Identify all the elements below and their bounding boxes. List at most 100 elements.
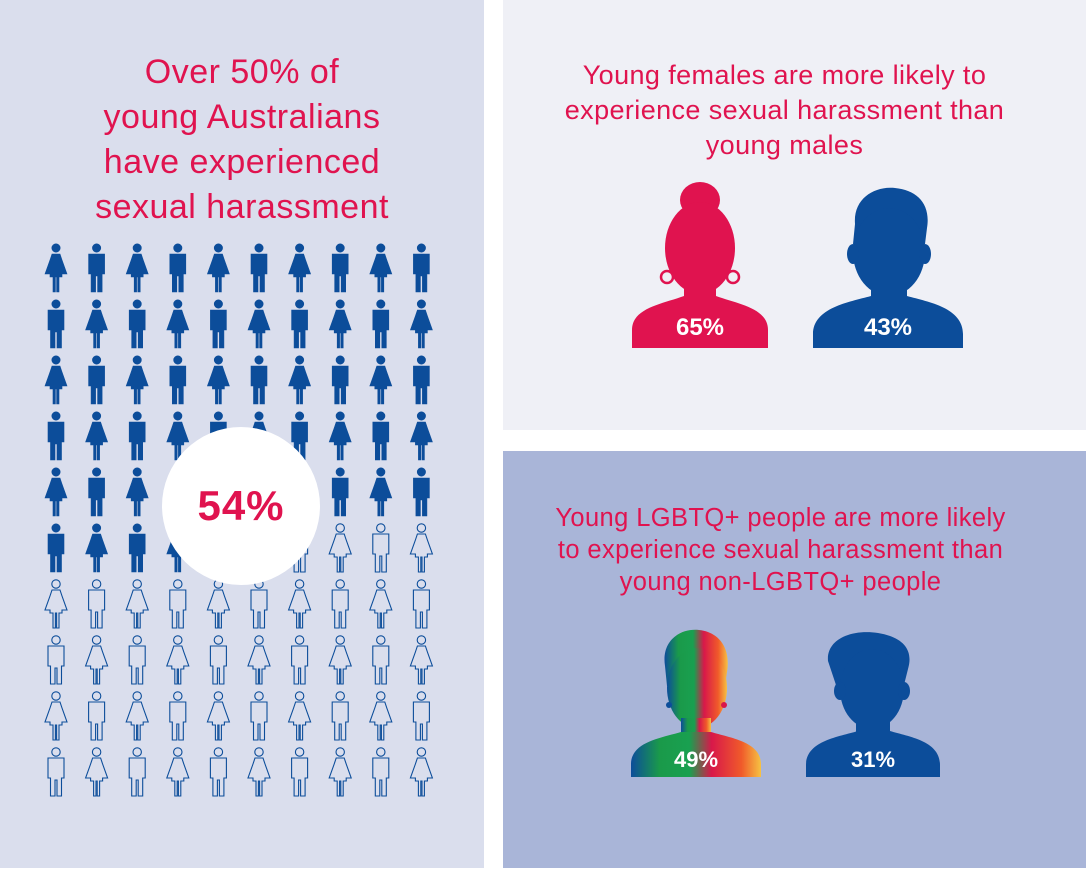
rainbow-silhouette-icon [631,629,761,777]
male-person-icon [47,747,65,797]
male-person-icon [331,467,349,517]
female-person-icon [328,299,352,349]
male-person-icon [413,355,430,405]
female-person-icon [44,691,68,741]
stat-circle: 54% [162,427,320,585]
female-percentage: 65% [675,314,725,341]
male-person-icon [412,691,430,741]
female-person-icon [166,299,190,349]
male-person-icon [331,579,349,629]
female-person-icon [288,243,312,293]
male-person-icon [331,243,349,293]
male-person-icon [47,523,65,573]
male-person-icon [128,523,146,573]
male-person-icon [209,635,227,685]
headline-line: to experience sexual harassment than [557,536,1004,564]
female-person-icon [369,355,393,405]
female-person-icon [247,747,271,797]
female-person-icon [369,579,393,629]
female-person-icon [328,523,352,573]
female-person-icon [287,691,312,741]
male-person-icon [372,523,390,573]
female-person-icon [206,243,230,293]
female-person-icon [328,635,352,685]
male-person-icon [250,355,268,405]
male-silhouette-icon [806,632,940,777]
headline-line: Young LGBTQ+ people are more likely [555,504,1006,532]
male-person-icon [372,411,390,461]
male-person-icon [372,747,390,797]
female-person-icon [409,299,433,349]
female-person-icon [125,355,149,405]
male-person-icon [209,747,227,797]
non-lgbtq-silhouette: 31% [806,629,940,777]
male-person-icon [128,411,146,461]
female-person-icon [125,579,149,629]
male-person-icon [210,299,227,349]
male-person-icon [169,355,187,405]
male-person-icon [169,243,187,293]
bottom-right-headline: Young LGBTQ+ people are more likely to e… [489,502,1072,598]
stat-value: 54% [197,482,285,529]
male-person-icon [331,691,349,741]
female-person-icon [206,691,231,741]
male-person-icon [413,243,430,293]
headline-line: young Australians [103,98,381,136]
headline-line: young males [705,130,864,160]
male-silhouette: 43% [813,184,963,348]
headline-line: have experienced [103,143,381,181]
female-person-icon [44,467,68,517]
male-person-icon [88,579,106,629]
female-person-icon [166,747,190,797]
female-person-icon [206,579,231,629]
female-person-icon [125,467,149,517]
female-person-icon [85,299,109,349]
female-person-icon [409,411,433,461]
female-person-icon [125,691,149,741]
male-person-icon [128,635,146,685]
male-person-icon [291,635,309,685]
male-person-icon [47,411,65,461]
male-person-icon [47,635,65,685]
headline-line: sexual harassment [95,188,389,226]
lgbtq-silhouette: 49% [631,626,761,777]
male-person-icon [169,579,187,629]
male-person-icon [331,355,349,405]
top-right-headline: Young females are more likely to experie… [493,58,1076,163]
female-person-icon [369,467,393,517]
female-person-icon [369,243,393,293]
headline-line: experience sexual harassment than [564,95,1005,125]
male-person-icon [291,747,309,797]
female-person-icon [409,747,434,797]
male-person-icon [128,747,146,797]
female-person-icon [206,355,230,405]
male-person-icon [372,299,390,349]
female-person-icon [288,355,312,405]
male-person-icon [412,579,430,629]
female-person-icon [84,747,109,797]
male-person-icon [88,691,106,741]
female-person-icon [166,635,190,685]
male-person-icon [372,635,390,685]
male-person-icon [250,243,268,293]
female-silhouette: 65% [632,180,768,348]
female-person-icon [85,523,109,573]
female-person-icon [44,355,68,405]
female-person-icon [84,635,109,685]
female-person-icon [247,635,271,685]
male-person-icon [250,579,268,629]
female-person-icon [369,691,393,741]
female-person-icon [125,243,149,293]
female-person-icon [287,579,312,629]
male-person-icon [47,299,65,349]
headline-line: Young females are more likely to [582,60,987,90]
female-person-icon [328,411,352,461]
male-person-icon [169,691,187,741]
bottom-right-panel: Young LGBTQ+ people are more likely to e… [503,451,1086,868]
female-person-icon [44,243,68,293]
non-lgbtq-percentage: 31% [850,747,896,772]
female-person-icon [44,579,68,629]
male-percentage: 43% [863,314,913,341]
female-person-icon [166,411,190,461]
female-person-icon [409,523,434,573]
